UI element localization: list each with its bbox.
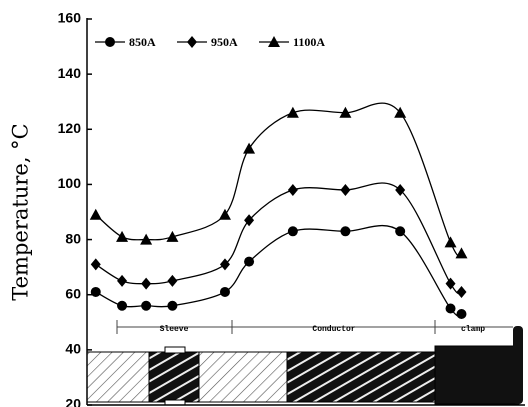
marker bbox=[167, 300, 178, 311]
y-tick-label: 80 bbox=[65, 230, 81, 246]
series-line bbox=[95, 182, 462, 295]
marker bbox=[456, 309, 467, 320]
marker bbox=[268, 36, 280, 47]
marker bbox=[395, 183, 406, 196]
marker bbox=[105, 37, 115, 47]
marker bbox=[287, 183, 298, 196]
marker bbox=[90, 286, 101, 297]
marker bbox=[445, 277, 456, 290]
y-tick-label: 120 bbox=[58, 120, 82, 136]
marker bbox=[90, 258, 101, 271]
region-label: Conductor bbox=[312, 325, 355, 334]
marker bbox=[395, 226, 406, 237]
marker bbox=[243, 142, 256, 154]
y-tick-label: 100 bbox=[58, 175, 82, 191]
marker bbox=[219, 258, 230, 271]
marker bbox=[456, 285, 467, 298]
marker bbox=[287, 226, 298, 237]
y-tick-label: 160 bbox=[58, 10, 82, 26]
marker bbox=[141, 300, 152, 311]
y-tick-label: 140 bbox=[58, 65, 82, 81]
y-tick-label: 60 bbox=[65, 285, 81, 301]
marker bbox=[218, 208, 231, 220]
marker bbox=[339, 106, 352, 118]
marker bbox=[166, 230, 179, 242]
marker bbox=[244, 256, 255, 267]
region-label: Sleeve bbox=[160, 325, 189, 334]
region-label: clamp bbox=[461, 325, 485, 334]
y-tick-label: 20 bbox=[65, 396, 81, 407]
marker bbox=[244, 214, 255, 227]
marker bbox=[340, 226, 351, 237]
marker bbox=[394, 106, 407, 118]
marker bbox=[141, 277, 152, 290]
marker bbox=[455, 247, 468, 259]
legend-label: 850A bbox=[129, 35, 156, 49]
marker bbox=[219, 286, 230, 297]
marker bbox=[286, 106, 299, 118]
y-axis-label: Temperature, °C bbox=[9, 123, 33, 301]
series-line bbox=[95, 102, 463, 257]
marker bbox=[445, 303, 456, 314]
legend-label: 950A bbox=[211, 35, 238, 49]
legend-label: 1100A bbox=[293, 35, 325, 49]
marker bbox=[187, 36, 197, 48]
marker bbox=[340, 183, 351, 196]
marker bbox=[444, 236, 457, 248]
y-tick-label: 40 bbox=[65, 341, 81, 357]
marker bbox=[117, 300, 128, 311]
marker bbox=[167, 274, 178, 287]
marker bbox=[116, 230, 129, 242]
marker bbox=[140, 233, 153, 245]
marker bbox=[89, 208, 102, 220]
marker bbox=[117, 274, 128, 287]
schematic bbox=[86, 320, 523, 406]
